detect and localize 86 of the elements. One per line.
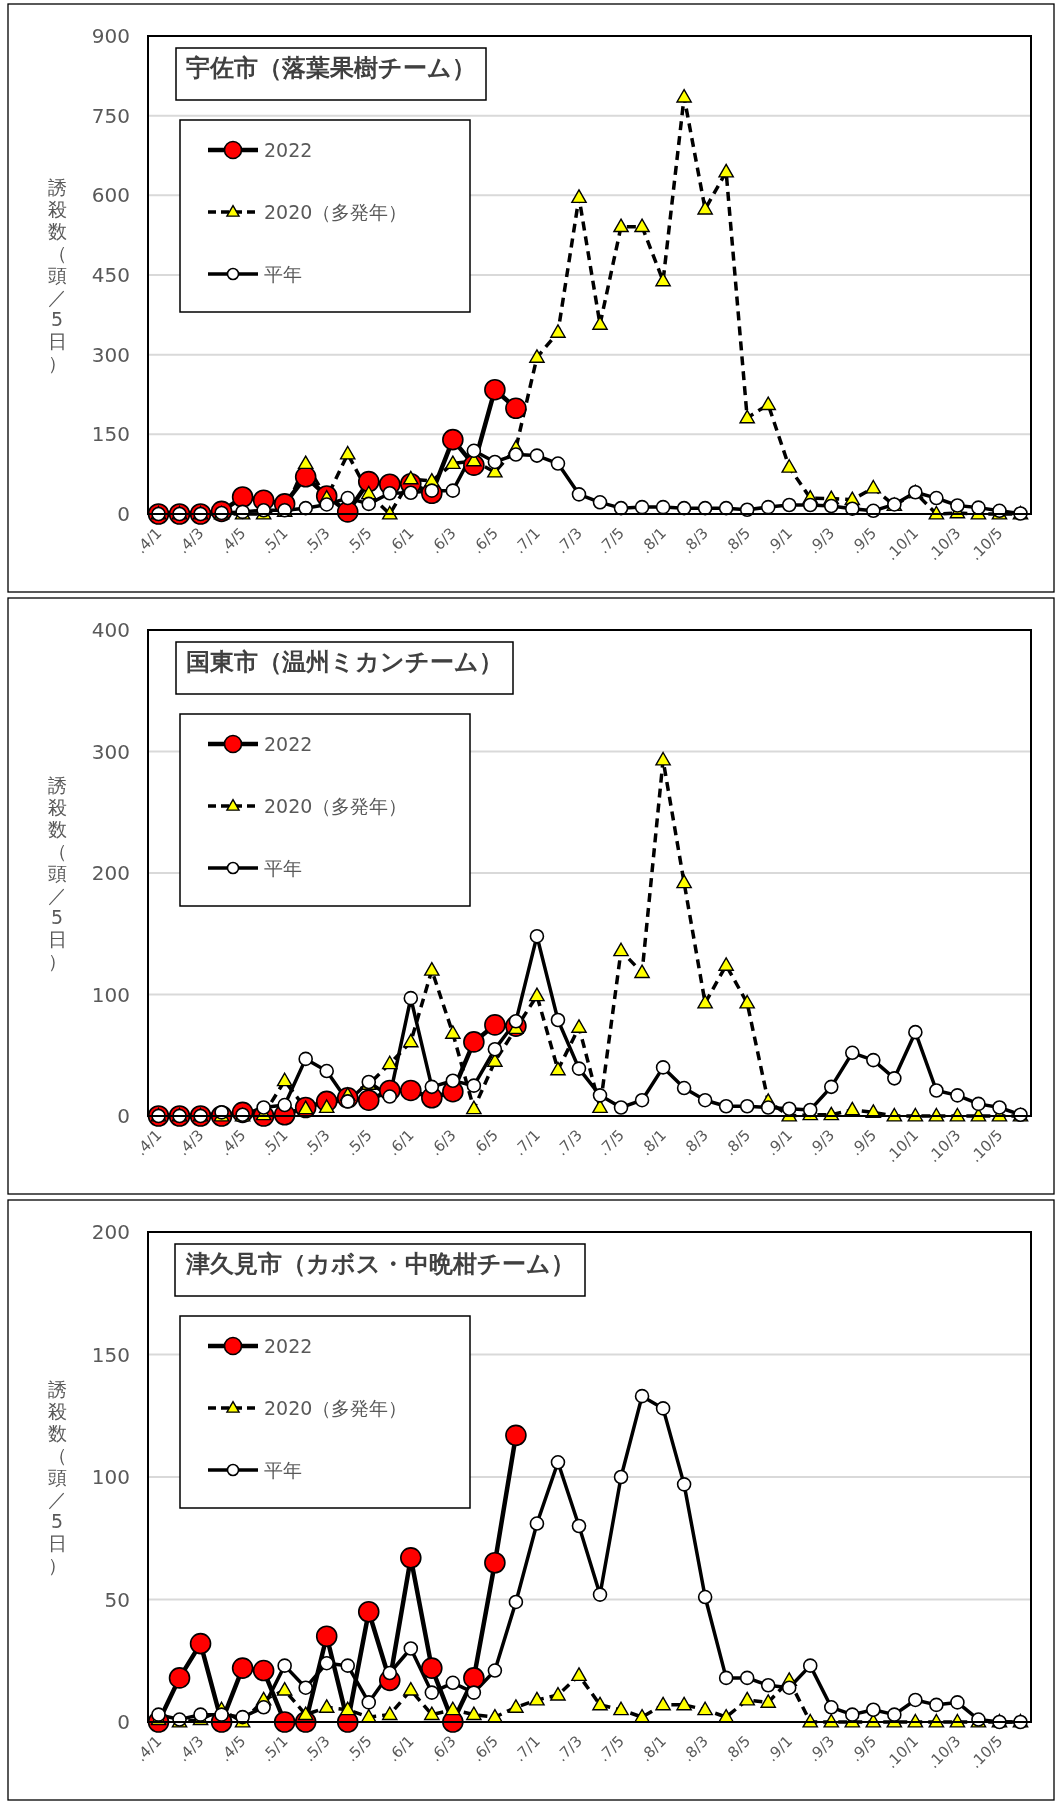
legend-label: 2020（多発年）	[264, 795, 408, 817]
x-tick-label: .5/1	[258, 1126, 292, 1160]
y-tick-label: 0	[117, 1710, 130, 1734]
x-tick-label: .6/1	[384, 1126, 418, 1160]
x-tick-label: .8/1	[636, 1732, 670, 1766]
x-tick-label: .9/1	[762, 1732, 797, 1766]
x-tick-label: .8/3	[678, 524, 712, 558]
x-tick-label: .6/5	[468, 1732, 502, 1766]
x-tick-label: .7/5	[594, 1126, 628, 1160]
x-tick-label: .6/5	[468, 524, 502, 558]
x-tick-label: .7/1	[510, 1732, 544, 1766]
x-tick-label: .7/5	[594, 524, 628, 558]
y-tick-label: 300	[91, 342, 130, 367]
x-tick-label: .8/1	[636, 1126, 670, 1160]
x-tick-label: .7/3	[552, 524, 586, 558]
x-tick-label: .5/1	[258, 524, 292, 558]
x-tick-label: .4/3	[174, 1126, 208, 1160]
x-tick-label: .7/3	[552, 1126, 586, 1160]
legend-label: 2022	[264, 1335, 313, 1357]
y-tick-label: 600	[91, 183, 130, 208]
x-tick-label: .6/1	[384, 524, 418, 558]
x-tick-label: .4/1	[132, 1126, 166, 1160]
x-tick-label: .5/3	[300, 524, 334, 558]
x-tick-label: .7/1	[510, 1126, 544, 1160]
x-tick-label: .7/1	[510, 524, 544, 558]
x-tick-label: .8/5	[720, 1126, 755, 1160]
x-tick-label: .6/1	[384, 1732, 418, 1766]
x-tick-label: .4/1	[132, 1732, 166, 1766]
y-tick-label: 100	[91, 982, 130, 1007]
x-tick-label: .5/3	[300, 1732, 334, 1766]
legend-label: 平年	[264, 263, 302, 285]
x-tick-label: .9/3	[804, 1126, 839, 1160]
x-tick-label: .8/3	[678, 1126, 712, 1160]
text: 宇佐市（落葉果樹チーム）	[186, 54, 476, 82]
y-tick-label: 200	[91, 861, 130, 885]
text: 国東市（温州ミカンチーム）	[186, 648, 503, 676]
x-tick-label: .4/3	[174, 1732, 208, 1766]
y-tick-label: 750	[91, 103, 130, 128]
x-tick-label: .7/5	[594, 1732, 628, 1766]
y-tick-label: 400	[91, 618, 130, 642]
x-tick-label: .8/3	[678, 1732, 712, 1766]
x-tick-label: .4/1	[132, 524, 166, 558]
x-tick-label: .9/5	[846, 1732, 881, 1766]
x-tick-label: .4/5	[216, 1126, 250, 1160]
x-tick-label: .8/1	[636, 524, 670, 558]
x-tick-label: .5/5	[342, 1732, 376, 1766]
text: 誘殺数（頭／5日）	[47, 176, 67, 374]
text: 津久見市（カボス・中晩柑チーム）	[185, 1250, 575, 1278]
legend-label: 平年	[264, 1459, 302, 1481]
y-tick-label: 200	[91, 1220, 130, 1244]
x-tick-label: .4/5	[216, 524, 250, 558]
x-tick-label: .5/1	[258, 1732, 292, 1766]
x-tick-label: .4/3	[174, 524, 208, 558]
x-tick-label: .9/1	[762, 524, 797, 558]
y-tick-label: 300	[91, 739, 130, 764]
text: 誘殺数（頭／5日）	[47, 774, 67, 972]
legend-label: 2020（多発年）	[264, 1397, 408, 1419]
x-tick-label: .9/3	[804, 1732, 839, 1766]
text: 誘殺数（頭／5日）	[47, 1378, 67, 1576]
legend-label: 2022	[264, 139, 313, 161]
legend-label: 2022	[264, 733, 313, 755]
x-tick-label: .9/5	[846, 1126, 881, 1160]
y-tick-label: 0	[117, 502, 130, 526]
x-tick-label: .6/5	[468, 1126, 502, 1160]
x-tick-label: .4/5	[216, 1732, 250, 1766]
y-tick-label: 0	[117, 1104, 130, 1128]
y-tick-label: 150	[91, 1342, 130, 1367]
x-tick-label: .6/3	[426, 1732, 460, 1766]
y-tick-label: 150	[91, 422, 130, 447]
legend-label: 平年	[264, 857, 302, 879]
x-tick-label: .5/5	[342, 1126, 376, 1160]
x-tick-label: .6/3	[426, 1126, 460, 1160]
x-tick-label: .5/5	[342, 524, 376, 558]
x-tick-label: .7/3	[552, 1732, 586, 1766]
legend-label: 2020（多発年）	[264, 201, 408, 223]
x-tick-label: .9/5	[846, 524, 881, 558]
x-tick-label: .9/1	[762, 1126, 797, 1160]
y-tick-label: 900	[91, 24, 130, 48]
x-tick-label: .6/3	[426, 524, 460, 558]
x-tick-label: .8/5	[720, 1732, 755, 1766]
y-tick-label: 100	[91, 1465, 130, 1489]
x-tick-label: .8/5	[720, 524, 755, 558]
y-tick-label: 450	[91, 263, 130, 287]
y-tick-label: 50	[104, 1587, 130, 1612]
x-tick-label: .5/3	[300, 1126, 334, 1160]
x-tick-label: .9/3	[804, 524, 839, 558]
